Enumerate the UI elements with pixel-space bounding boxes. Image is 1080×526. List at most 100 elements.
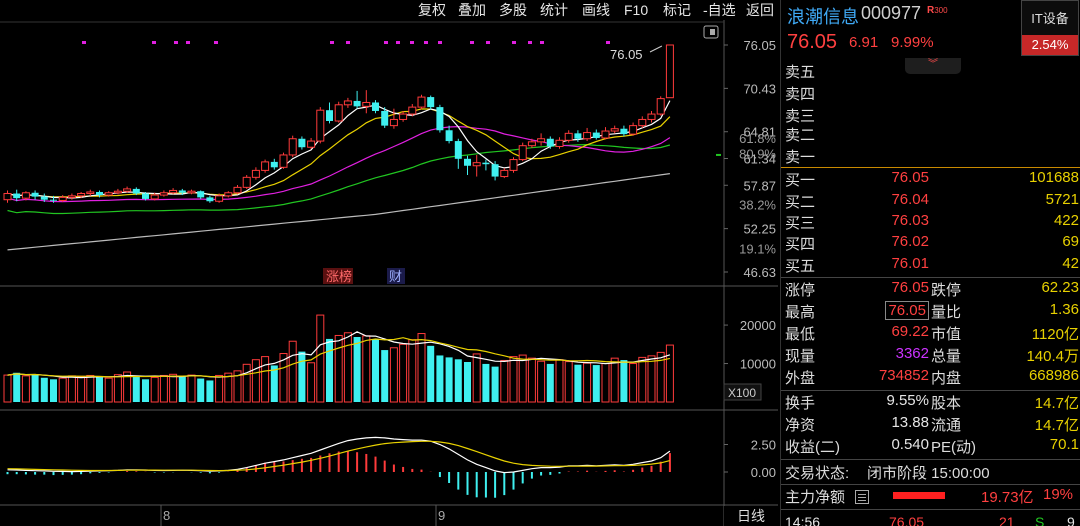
quote-row-high: 最高 76.05 量比 1.36	[785, 301, 1079, 321]
ask-row-4: 卖四	[785, 86, 816, 103]
volume-bar	[601, 363, 610, 403]
overlay-button[interactable]: 叠加	[458, 2, 486, 18]
candle-body	[509, 159, 518, 171]
menu-icon[interactable]	[855, 490, 869, 504]
volume-bar	[620, 360, 628, 402]
back-button[interactable]: 返回	[746, 2, 774, 18]
financial-tag-label: 财	[389, 269, 402, 284]
candle-body	[555, 139, 564, 147]
volume-bar	[261, 356, 270, 403]
sector-box[interactable]: IT设备 2.54%	[1021, 0, 1079, 56]
pct-tick-label: 61.8%	[739, 131, 776, 146]
ask-row-2: 卖二	[785, 127, 816, 144]
volume-bar	[58, 377, 67, 403]
period-box	[724, 506, 778, 526]
bid-row-5: 买五 76.01 42	[785, 255, 1079, 275]
f10-button[interactable]: F10	[624, 2, 649, 18]
net-flow-row[interactable]: 主力净额 19.73亿 19%	[785, 486, 1074, 506]
volume-bar	[334, 334, 343, 403]
volume-bar	[3, 374, 12, 403]
multi-stock-button[interactable]: 多股	[499, 2, 527, 18]
candle-body	[629, 125, 638, 135]
candle-body	[343, 100, 352, 106]
event-mark	[606, 41, 610, 44]
candle-body	[169, 189, 178, 194]
quote-row-turnover: 换手 9.55% 股本 14.7亿	[785, 392, 1079, 412]
macd-tick-label: 2.50	[751, 438, 776, 453]
volume-bar	[251, 359, 260, 403]
candle-body	[491, 164, 499, 177]
candle-body	[307, 140, 316, 148]
sector-change: 2.54%	[1022, 35, 1078, 55]
volume-bar	[436, 355, 444, 402]
volume-bar	[464, 362, 471, 402]
volume-bar	[372, 339, 379, 402]
event-mark	[424, 41, 428, 44]
candle-body	[482, 162, 490, 165]
event-mark	[214, 41, 218, 44]
volume-bar	[638, 356, 647, 403]
stock-name[interactable]: 浪潮信息	[787, 7, 859, 27]
candle-body	[592, 132, 600, 138]
divider	[781, 277, 1080, 278]
candle-body	[454, 141, 462, 159]
candle-body	[500, 169, 509, 178]
period-label: 日线	[737, 508, 765, 524]
trade-status-row: 交易状态: 闭市阶段 15:00:00	[785, 465, 990, 482]
volume-bar	[427, 345, 435, 402]
candle-body	[270, 161, 278, 168]
candle-body	[527, 141, 536, 147]
volume-bar	[150, 376, 159, 403]
volume-bar	[527, 357, 536, 403]
volume-bar	[454, 359, 462, 402]
volume-bar	[178, 375, 186, 402]
volume-bar	[67, 375, 76, 403]
price-tick-label: 76.05	[743, 38, 776, 53]
event-mark	[346, 41, 350, 44]
price-tick-label: 70.43	[743, 81, 776, 96]
statistics-button[interactable]: 统计	[540, 2, 568, 18]
volume-bar	[326, 338, 333, 402]
candle-body	[389, 118, 398, 127]
volume-bar	[353, 337, 361, 402]
bid-row-4: 买四 76.02 69	[785, 233, 1079, 253]
volume-bar	[389, 347, 398, 403]
price-tick-label: 46.63	[743, 265, 776, 280]
stock-chart[interactable]: 76.05 70.43 64.81 61.34 57.87 52.25 46.63 80.9%…	[0, 20, 778, 526]
ask-row-1: 卖一	[785, 149, 816, 166]
volume-bar	[206, 380, 214, 402]
candle-body	[86, 191, 95, 195]
volume-bar	[233, 370, 242, 403]
draw-line-button[interactable]: 画线	[582, 2, 610, 18]
last-price: 76.05	[787, 31, 838, 53]
r-badge: R300	[927, 5, 948, 16]
restore-rights-button[interactable]: 复权	[418, 2, 446, 18]
candle-body	[50, 199, 57, 201]
volume-bar	[482, 363, 490, 402]
last-price-tag: 76.05	[610, 47, 643, 62]
bid-row-2: 买二 76.04 5721	[785, 191, 1079, 211]
remove-watchlist-button[interactable]: -自选	[703, 2, 736, 18]
candle-body	[197, 191, 205, 198]
candle-body	[620, 128, 628, 135]
divider	[781, 390, 1080, 391]
quote-row-eps: 收益(二) 0.540 PE(动) 70.1	[785, 436, 1079, 456]
candle-body	[399, 113, 408, 120]
event-mark	[82, 41, 86, 44]
price-tick-label: 61.34	[743, 152, 776, 167]
pct-tick-label: 38.2%	[739, 197, 776, 212]
mark-button[interactable]: 标记	[663, 2, 691, 18]
window-toggle-icon	[703, 25, 719, 39]
volume-bar	[647, 355, 656, 403]
net-flow-bar	[893, 492, 945, 499]
candle-body	[242, 176, 251, 188]
event-mark	[186, 41, 190, 44]
volume-bar	[104, 377, 113, 403]
candle-body	[31, 192, 39, 197]
collapse-chevron-icon[interactable]: ︾	[905, 58, 961, 74]
volume-bar	[555, 359, 564, 403]
volume-bar	[307, 362, 316, 403]
volume-bar	[546, 363, 554, 402]
bid-row-1: 买一 76.05 101688	[785, 169, 1079, 189]
pct-tick-label: 19.1%	[739, 241, 776, 256]
